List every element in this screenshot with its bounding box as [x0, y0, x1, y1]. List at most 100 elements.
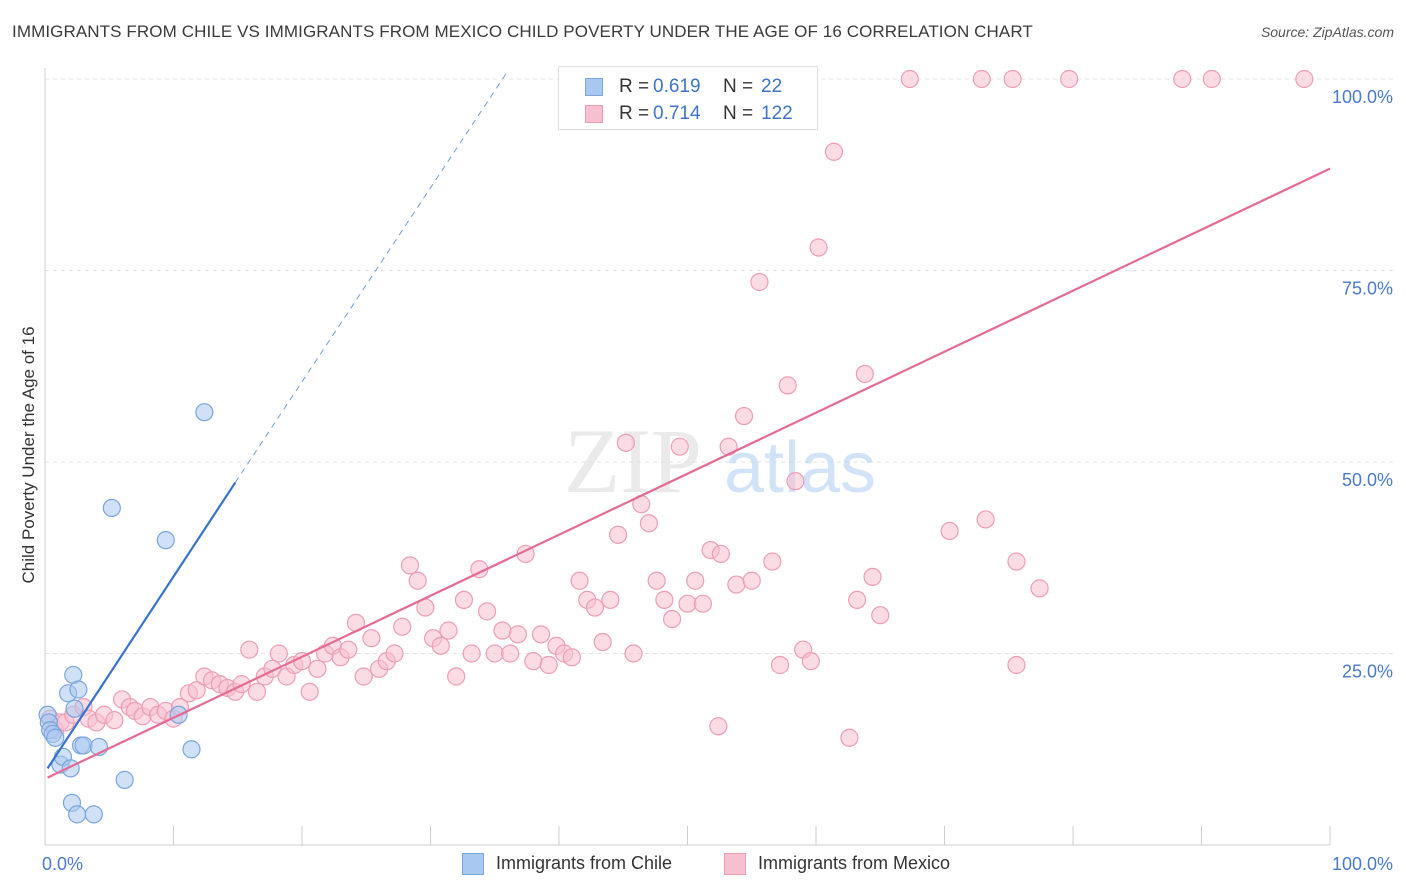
- tick-labels: 25.0% 50.0% 75.0% 100.0% 0.0% 100.0%: [42, 87, 1393, 874]
- data-point: [68, 805, 87, 824]
- data-point: [770, 655, 790, 675]
- data-point: [763, 552, 782, 571]
- data-point: [585, 598, 605, 617]
- data-point: [750, 272, 769, 292]
- data-point: [247, 682, 267, 701]
- data-point: [1173, 69, 1192, 89]
- data-point: [84, 805, 103, 824]
- y-tick-label: 50.0%: [1342, 470, 1393, 490]
- data-point: [801, 652, 820, 671]
- legend-n-label: N =: [723, 76, 754, 97]
- data-point: [863, 567, 882, 587]
- data-point: [531, 625, 551, 644]
- data-point: [848, 590, 867, 609]
- data-point: [454, 590, 474, 609]
- data-point: [292, 652, 312, 671]
- chart-title: IMMIGRANTS FROM CHILE VS IMMIGRANTS FROM…: [12, 22, 1033, 41]
- data-point: [182, 740, 201, 759]
- data-point: [1007, 552, 1026, 571]
- data-point: [393, 617, 412, 636]
- data-point: [105, 711, 124, 730]
- data-point: [240, 640, 259, 659]
- bottom-legend-swatch-chile: [462, 853, 484, 875]
- data-point: [195, 403, 214, 422]
- trend-line-mexico: [47, 167, 1331, 779]
- legend-n-value: 22: [761, 76, 783, 97]
- trend-line-chile: [46, 482, 237, 770]
- data-point: [447, 667, 466, 686]
- data-point: [69, 680, 88, 699]
- legend-swatch-mexico: [585, 105, 603, 123]
- data-point: [477, 602, 497, 621]
- grid-lines: [45, 78, 1395, 654]
- data-point: [711, 544, 731, 564]
- data-point: [562, 648, 581, 667]
- data-point: [102, 498, 121, 518]
- y-axis-label: Child Poverty Under the Age of 16: [19, 326, 38, 583]
- data-point: [662, 609, 682, 629]
- data-point: [508, 625, 527, 644]
- data-point: [339, 640, 358, 659]
- data-point: [354, 667, 373, 686]
- series-chile-points: [38, 403, 214, 824]
- series-mexico-points: [41, 69, 1314, 747]
- data-point: [300, 682, 319, 701]
- data-point: [809, 238, 828, 257]
- y-tick-label: 25.0%: [1342, 662, 1393, 682]
- legend-r-label: R =: [619, 103, 650, 124]
- data-point: [1202, 69, 1221, 89]
- bottom-legend-label-chile: Immigrants from Chile: [496, 853, 673, 873]
- data-point: [408, 571, 427, 590]
- data-point: [940, 521, 959, 541]
- data-point: [501, 644, 520, 663]
- legend-r-value: 0.714: [653, 103, 701, 124]
- data-point: [269, 644, 288, 663]
- data-point: [308, 659, 327, 678]
- data-point: [639, 514, 659, 533]
- data-point: [742, 571, 761, 590]
- data-point: [46, 728, 65, 747]
- data-point: [156, 531, 175, 550]
- trend-lines: [46, 71, 1331, 779]
- data-point: [972, 69, 991, 89]
- data-point: [616, 433, 635, 452]
- data-point: [855, 364, 874, 384]
- data-point: [734, 406, 754, 426]
- data-point: [670, 437, 689, 456]
- data-point: [539, 655, 558, 675]
- data-point: [493, 621, 512, 640]
- data-point: [601, 590, 620, 609]
- data-point: [593, 632, 612, 652]
- legend: R = 0.619 N = 22 R = 0.714 N = 122: [558, 66, 818, 130]
- data-point: [485, 644, 504, 663]
- source-label: Source: ZipAtlas.com: [1260, 24, 1394, 40]
- data-point: [1030, 579, 1049, 598]
- data-point: [647, 571, 666, 590]
- bottom-legend-swatch-mexico: [724, 853, 746, 875]
- data-point: [686, 571, 705, 590]
- watermark-zip: ZIP: [564, 410, 702, 512]
- data-point: [1295, 69, 1314, 89]
- data-point: [976, 510, 995, 529]
- bottom-legend-label-mexico: Immigrants from Mexico: [758, 853, 951, 873]
- data-point: [655, 590, 674, 609]
- data-point: [709, 717, 728, 736]
- legend-n-label: N =: [723, 103, 754, 124]
- data-point: [570, 571, 589, 590]
- x-tick-label: 100.0%: [1332, 854, 1393, 874]
- data-point: [786, 472, 805, 491]
- legend-r-label: R =: [619, 76, 650, 97]
- data-point: [609, 525, 628, 544]
- data-point: [1060, 69, 1079, 89]
- legend-r-value: 0.619: [653, 76, 701, 97]
- data-point: [824, 142, 844, 161]
- y-tick-label: 75.0%: [1342, 279, 1393, 299]
- data-point: [362, 629, 381, 648]
- data-point: [678, 594, 697, 613]
- data-point: [400, 556, 420, 575]
- legend-swatch-chile: [585, 78, 603, 96]
- trend-line-chile-extension: [234, 71, 509, 483]
- legend-n-value: 122: [761, 103, 793, 124]
- data-point: [778, 376, 797, 395]
